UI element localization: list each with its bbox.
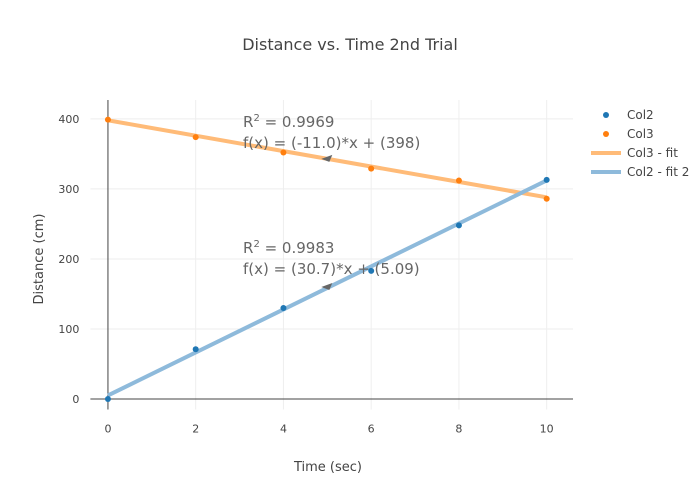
data-point — [192, 134, 199, 141]
x-tick-label: 10 — [540, 423, 554, 436]
data-point — [368, 267, 375, 274]
annotation-r2: R2 = 0.9969 — [243, 113, 334, 131]
y-tick-label: 100 — [58, 323, 79, 336]
legend-marker-icon — [603, 112, 609, 118]
fit-lines — [107, 118, 548, 398]
legend-marker-icon — [603, 131, 609, 137]
data-points — [104, 116, 550, 402]
y-tick-label: 200 — [58, 253, 79, 266]
data-point — [455, 222, 462, 229]
data-point — [280, 149, 287, 156]
legend-label: Col2 - fit 2 — [627, 165, 689, 179]
data-point — [104, 395, 111, 402]
x-tick-label: 8 — [455, 423, 462, 436]
r2-value: = 0.9969 — [260, 113, 335, 131]
annotation-r2: R2 = 0.9983 — [243, 239, 334, 257]
chart-title: Distance vs. Time 2nd Trial — [242, 35, 458, 54]
axes — [90, 100, 573, 410]
legend-item[interactable]: Col2 - fit 2 — [591, 165, 689, 179]
annotation-arrow-icon — [321, 154, 333, 162]
legend[interactable]: Col2 Col3 Col3 - fit Col2 - fit 2 — [591, 108, 689, 179]
annotation-arrow-icon — [321, 282, 333, 290]
legend-item[interactable]: Col2 — [603, 108, 654, 122]
data-point — [368, 165, 375, 172]
x-tick-label: 2 — [192, 423, 199, 436]
r2-superscript: 2 — [253, 113, 259, 124]
legend-item[interactable]: Col3 — [603, 127, 654, 141]
data-point — [104, 116, 111, 123]
annotation-equation: f(x) = (-11.0)*x + (398) — [243, 134, 420, 152]
x-tick-label: 6 — [368, 423, 375, 436]
y-tick-label: 400 — [58, 113, 79, 126]
data-point — [192, 346, 199, 353]
legend-item[interactable]: Col3 - fit — [591, 146, 678, 160]
legend-label: Col3 - fit — [627, 146, 678, 160]
r2-value: = 0.9983 — [260, 239, 335, 257]
r2-label: R — [243, 113, 253, 131]
y-tick-label: 300 — [58, 183, 79, 196]
r2-label: R — [243, 239, 253, 257]
y-axis-label: Distance (cm) — [32, 214, 47, 305]
data-point — [455, 177, 462, 184]
legend-label: Col2 — [627, 108, 654, 122]
data-point — [543, 195, 550, 202]
legend-label: Col3 — [627, 127, 654, 141]
y-tick-label: 0 — [72, 393, 79, 406]
x-axis-label: Time (sec) — [293, 460, 362, 475]
data-point — [280, 304, 287, 311]
x-tick-label: 0 — [104, 423, 111, 436]
data-point — [543, 176, 550, 183]
annotation-equation: f(x) = (30.7)*x + (5.09) — [243, 260, 420, 278]
r2-superscript: 2 — [253, 239, 259, 250]
x-tick-label: 4 — [280, 423, 287, 436]
